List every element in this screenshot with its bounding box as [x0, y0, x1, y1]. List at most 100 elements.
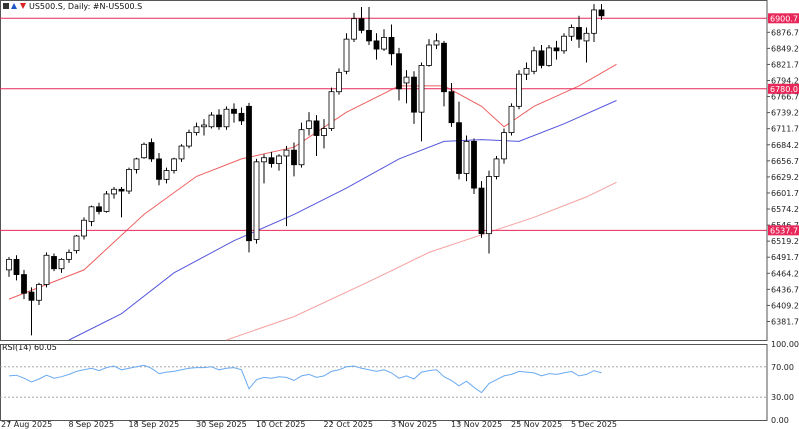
rsi-plot-frame [0, 344, 768, 421]
candle-bear [13, 258, 20, 275]
candle-bull [463, 140, 470, 174]
candle-bull [336, 72, 342, 93]
candle-bear [238, 112, 245, 122]
time-tick-label: 22 Oct 2025 [324, 420, 373, 429]
rsi-axis: 100.00 70.00 30.00 0.00 [771, 340, 799, 425]
candle-bear [268, 157, 275, 164]
candle-bear [471, 140, 477, 189]
tick-chart-icon [11, 3, 17, 9]
candle-bull [201, 124, 207, 128]
price-plot-area[interactable] [0, 0, 768, 341]
candle-bull [531, 50, 537, 72]
candle-bear [538, 50, 545, 66]
candle-bull [561, 35, 567, 52]
candle-bull [73, 235, 80, 252]
price-tick-label: 6794.2 [771, 77, 799, 86]
price-tick-label: 6684.2 [771, 141, 799, 150]
price-tick-label: 6601.7 [771, 189, 799, 198]
candle-bear [576, 27, 582, 40]
price-tick-label: 6739.2 [771, 109, 799, 118]
candle-bear [411, 76, 417, 113]
level-label: 6537.7 [770, 226, 798, 235]
level-label: 6780.0 [770, 85, 798, 94]
rsi-tick-label: 70.00 [771, 363, 794, 372]
candle-bull [171, 158, 177, 171]
time-tick-label: 30 Sep 2025 [196, 420, 247, 429]
candle-bull [516, 73, 522, 107]
candle-bear [388, 36, 395, 55]
candle-bull [276, 155, 282, 164]
candle-bull [343, 38, 350, 72]
price-tick-label: 6436.7 [771, 285, 799, 294]
candle-bull [298, 129, 305, 166]
candle-bull [81, 219, 87, 237]
candle-bull [306, 120, 312, 129]
candle-bull [501, 132, 507, 160]
time-axis: 27 Aug 2025 8 Sep 2025 18 Sep 2025 30 Sep 2… [1, 420, 617, 429]
candle-bull [133, 158, 140, 170]
candle-bull [111, 188, 117, 195]
candle-bull [351, 18, 357, 40]
rsi-tick-label: 30.00 [771, 393, 794, 402]
candle-bull [253, 161, 260, 240]
ma-line-ma100 [226, 181, 617, 341]
level-label-box [768, 13, 799, 24]
buy-sell-icon [20, 3, 26, 9]
rsi-panel[interactable]: RSI(14) 60.05 [0, 343, 768, 421]
candle-bear [156, 158, 162, 180]
candle-bull [381, 36, 387, 50]
candle-bull [6, 258, 12, 271]
candle-bull [163, 170, 170, 180]
candle-bear [366, 29, 372, 42]
candle-bear [396, 53, 402, 90]
candle-bull [328, 91, 335, 129]
price-tick-label: 6574.2 [771, 205, 799, 214]
candle-bull [261, 157, 267, 163]
level-label-box [768, 225, 799, 236]
ea-icon [3, 3, 9, 9]
price-tick-label: 6876.7 [771, 28, 799, 37]
time-tick-label: 5 Dec 2025 [571, 420, 617, 429]
price-tick-label: 6629.2 [771, 173, 799, 182]
candle-bear [118, 188, 125, 192]
candle-bull [208, 114, 215, 128]
candle-bull [186, 132, 192, 147]
candle-bull [141, 143, 147, 159]
candle-bull [583, 32, 590, 42]
candle-bull [546, 47, 552, 66]
chart-header: US500.S, Daily: #N-US500.S [3, 2, 142, 11]
candle-bear [51, 256, 57, 270]
candle-bull [66, 251, 72, 260]
candle-bear [441, 42, 447, 93]
ma-line-ma20 [8, 63, 617, 300]
time-tick-label: 18 Sep 2025 [129, 420, 180, 429]
time-tick-label: 8 Sep 2025 [69, 420, 115, 429]
candle-bear [313, 120, 320, 136]
candle-bull [103, 193, 110, 212]
candle-bull [523, 67, 530, 75]
candle-bull [591, 9, 597, 34]
candle-bull [493, 158, 500, 177]
candle-bear [553, 47, 560, 52]
price-plot-frame [0, 0, 768, 341]
candle-bear [21, 274, 27, 294]
candle-bull [486, 176, 492, 235]
level-label-box [768, 83, 799, 94]
candle-bull [126, 169, 132, 192]
candle-bull [433, 40, 440, 46]
price-tick-label: 6464.2 [771, 269, 799, 278]
ma-line-ma50 [68, 100, 617, 341]
candle-bear [358, 18, 365, 31]
rsi-label: RSI(14) 60.05 [2, 343, 57, 352]
candle-bear [373, 40, 380, 50]
candle-bull [58, 258, 65, 270]
candle-bull [223, 108, 230, 128]
chart-title: US500.S, Daily: #N-US500.S [29, 2, 142, 11]
candle-bear [246, 105, 252, 242]
candle-bull [403, 76, 410, 84]
candle-bear [598, 9, 605, 17]
candle-bull [88, 206, 95, 222]
price-tick-label: 6849.2 [771, 44, 799, 53]
time-tick-label: 10 Oct 2025 [256, 420, 305, 429]
